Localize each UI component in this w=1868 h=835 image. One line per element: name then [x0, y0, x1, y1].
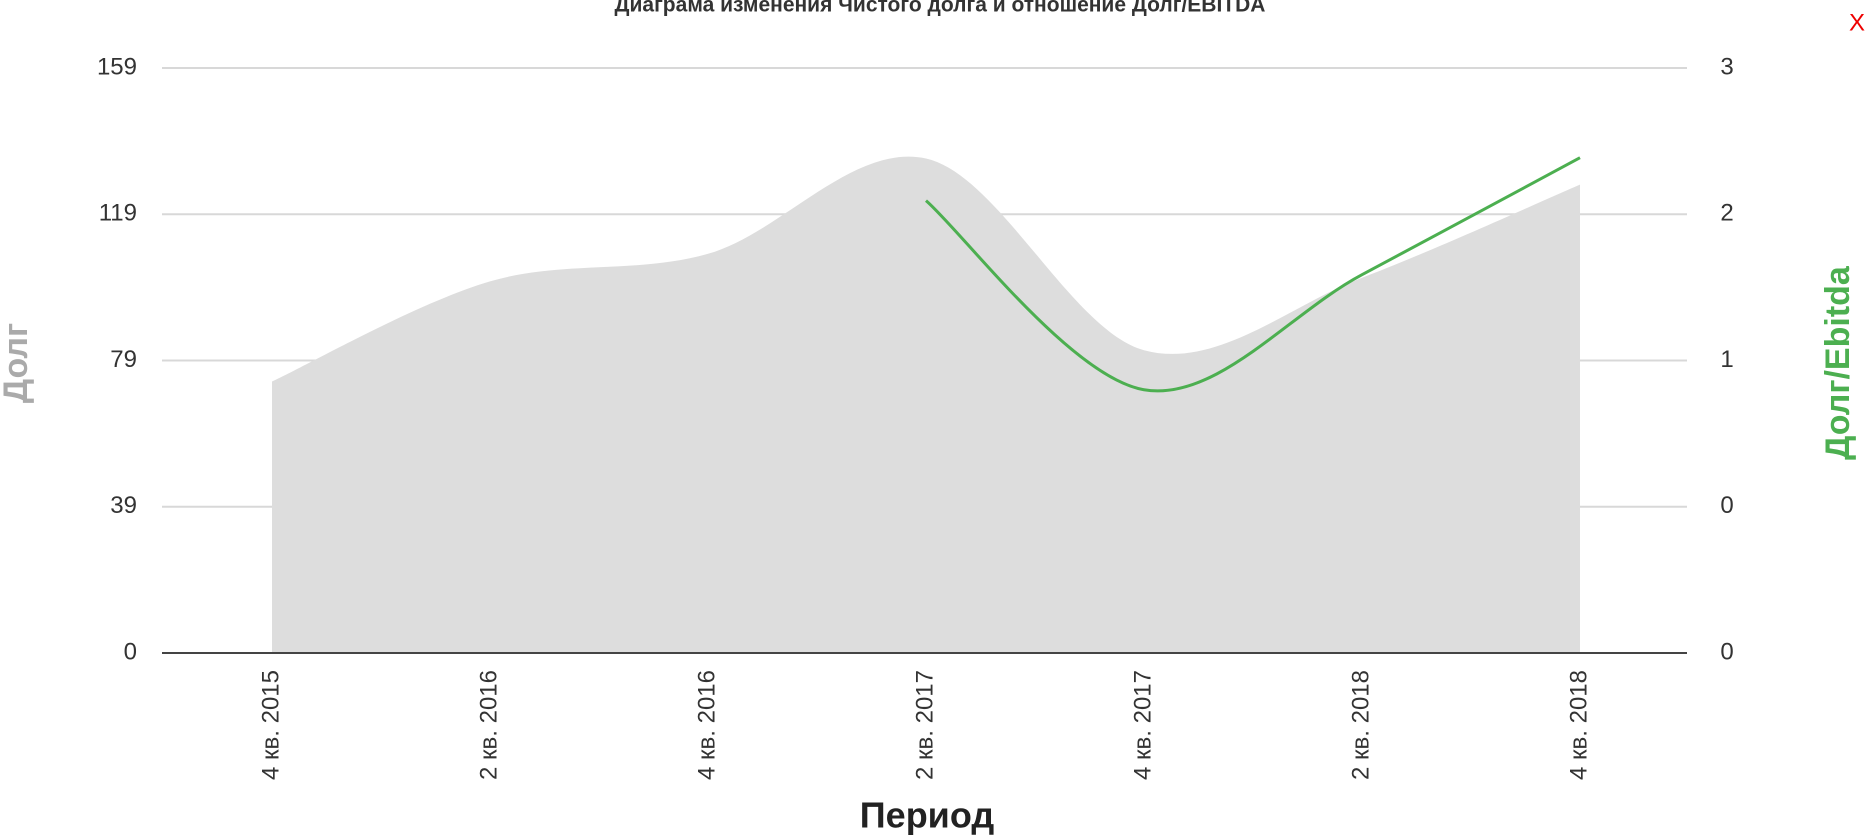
- y-tick-label: 39: [110, 492, 137, 519]
- x-axis-title: Период: [860, 795, 995, 835]
- x-tick-label: 4 кв. 2018: [1565, 670, 1592, 780]
- close-button[interactable]: X: [1849, 9, 1865, 36]
- y2-axis-title: Долг/Ebitda: [1819, 265, 1857, 460]
- y-axis-title: Долг: [0, 323, 35, 403]
- y2-tick-label: 2: [1720, 200, 1733, 227]
- y-tick-label: 79: [110, 346, 137, 373]
- line: [925, 156, 1581, 393]
- y-tick-label: 159: [97, 53, 137, 80]
- x-tick-label: 2 кв. 2017: [911, 670, 938, 780]
- y2-tick-label: 0: [1720, 638, 1733, 665]
- x-tick-label: 2 кв. 2018: [1347, 670, 1374, 780]
- x-tick-label: 4 кв. 2015: [257, 670, 284, 780]
- x-tick-label: 4 кв. 2016: [693, 670, 720, 780]
- area: [272, 156, 1580, 653]
- x-tick-label: 2 кв. 2016: [475, 670, 502, 780]
- y-tick-label: 119: [99, 200, 137, 227]
- x-tick-label: 4 кв. 2017: [1129, 670, 1156, 780]
- y2-tick-label: 1: [1720, 346, 1733, 373]
- y-tick-label: 0: [124, 638, 137, 665]
- chart-title: Диаграма изменения Чистого долга и отнош…: [615, 0, 1266, 17]
- y2-tick-label: 0: [1720, 492, 1733, 519]
- y2-tick-label: 3: [1720, 53, 1733, 80]
